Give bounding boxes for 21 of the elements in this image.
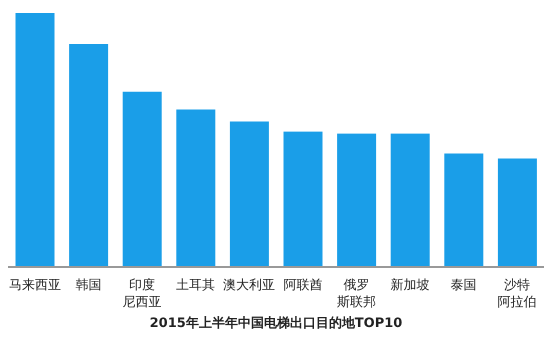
bar	[498, 158, 537, 267]
x-tick-label: 泰国	[450, 278, 477, 293]
x-tick-label: 韩国	[75, 278, 102, 293]
text: 2015年上半年中国电梯出口目的地TOP10	[148, 315, 404, 332]
x-tick-label: 新加坡	[390, 278, 430, 293]
x-tick-label: 澳大利亚	[223, 278, 276, 293]
bar	[16, 13, 55, 267]
bar	[337, 134, 376, 267]
x-tick-label: 沙特阿拉伯	[498, 278, 537, 310]
bar	[284, 132, 323, 267]
bar	[176, 110, 216, 267]
bar	[390, 134, 430, 267]
x-tick-label: 土耳其	[176, 278, 216, 293]
x-tick-label: 阿联酋	[283, 278, 322, 293]
bar	[230, 121, 269, 267]
x-tick-label: 马来西亚	[8, 278, 61, 293]
x-tick-label: 俄罗斯联邦	[336, 278, 376, 310]
bar	[122, 92, 162, 267]
x-tick-label: 印度尼西亚	[122, 277, 162, 310]
bar	[69, 44, 108, 267]
bar	[444, 153, 484, 267]
